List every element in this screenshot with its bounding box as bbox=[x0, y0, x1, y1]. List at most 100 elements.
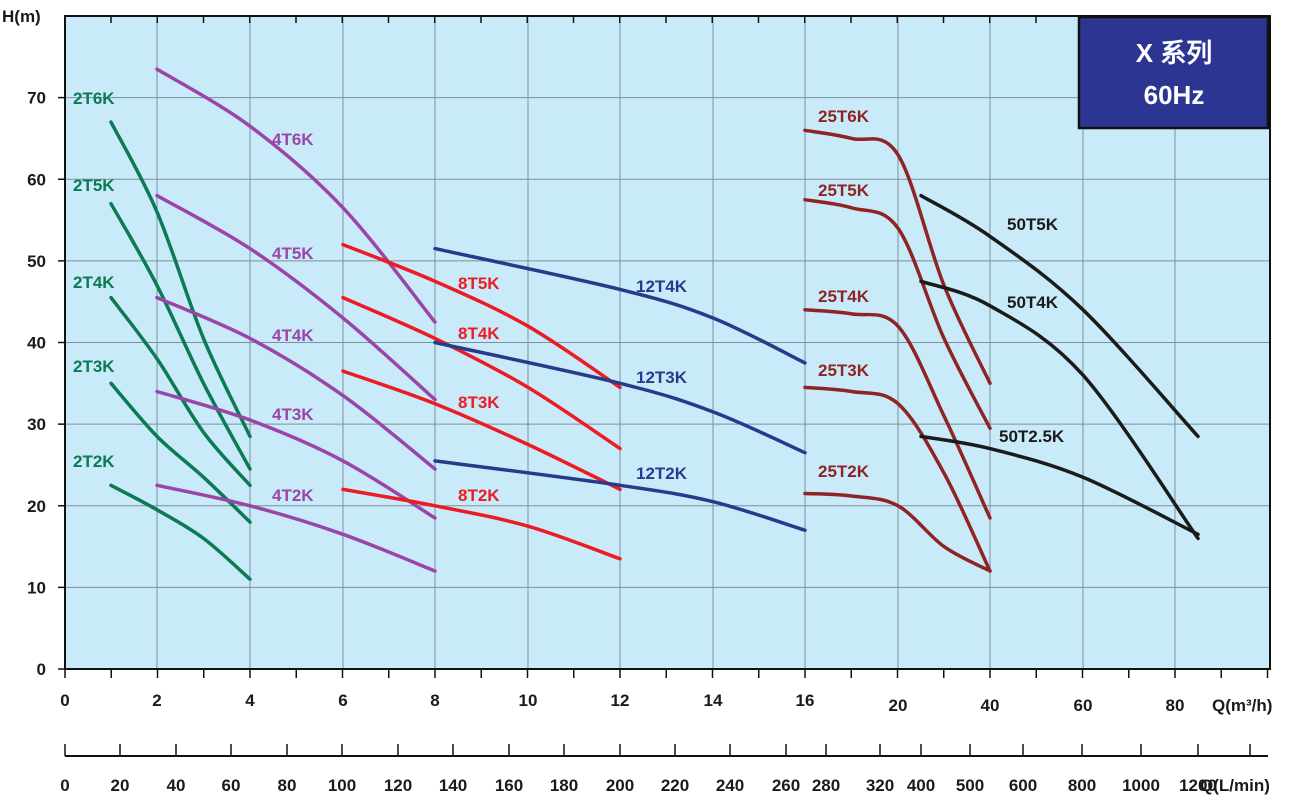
curve-4t6k bbox=[155, 67, 437, 324]
curve-label-2t3k: 2T3K bbox=[73, 357, 115, 376]
x2-axis-title: Q(L/min) bbox=[1200, 776, 1270, 795]
curve-4t2k bbox=[155, 483, 437, 573]
curve-label-2t2k: 2T2K bbox=[73, 452, 115, 471]
series-badge: X 系列 60Hz bbox=[1077, 15, 1270, 130]
y-tick-label: 70 bbox=[27, 89, 46, 108]
curve-labels: 2T6K 2T5K 2T4K 2T3K 2T2K 4T6K 4T5K 4T4K 4T3K 4T2K… bbox=[73, 89, 1065, 505]
x-axis-title: Q(m³/h) bbox=[1212, 696, 1272, 715]
y-tick-label: 0 bbox=[37, 660, 46, 679]
x-tick-label: 60 bbox=[1074, 696, 1093, 715]
x2-tick-label: 120 bbox=[384, 776, 412, 795]
curve-label-12t3k: 12T3K bbox=[636, 368, 688, 387]
y-axis-title: H(m) bbox=[2, 7, 41, 26]
x-tick-label: 16 bbox=[796, 691, 815, 710]
x2-tick-label: 140 bbox=[439, 776, 467, 795]
y-tick-label: 50 bbox=[27, 252, 46, 271]
curve-label-50t2-5k: 50T2.5K bbox=[999, 427, 1065, 446]
curve-50t2-5k bbox=[919, 434, 1200, 537]
curve-2t2k bbox=[109, 483, 252, 581]
curve-2t3k bbox=[109, 381, 252, 524]
grid-lines bbox=[65, 16, 1270, 669]
x2-tick-label: 0 bbox=[60, 776, 69, 795]
curve-label-50t4k: 50T4K bbox=[1007, 293, 1059, 312]
curve-8t5k bbox=[341, 242, 622, 390]
curve-label-25t2k: 25T2K bbox=[818, 462, 870, 481]
x-tick-label: 40 bbox=[981, 696, 1000, 715]
curve-25t6k bbox=[803, 128, 992, 386]
curve-2t6k bbox=[109, 120, 252, 439]
curve-25t2k bbox=[803, 491, 992, 573]
x-tick-label: 12 bbox=[611, 691, 630, 710]
curve-label-8t4k: 8T4K bbox=[458, 324, 500, 343]
x2-tick-label: 100 bbox=[328, 776, 356, 795]
curve-12t3k bbox=[433, 340, 807, 455]
curve-8t2k bbox=[341, 487, 622, 561]
x-tick-label: 20 bbox=[889, 696, 908, 715]
curve-25t3k bbox=[803, 385, 992, 573]
curve-label-2t5k: 2T5K bbox=[73, 176, 115, 195]
curve-label-8t3k: 8T3K bbox=[458, 393, 500, 412]
x-tick-label: 6 bbox=[338, 691, 347, 710]
curve-label-4t2k: 4T2K bbox=[272, 486, 314, 505]
badge-subtitle: 60Hz bbox=[1144, 80, 1205, 110]
x-tick-label: 10 bbox=[519, 691, 538, 710]
curve-label-50t5k: 50T5K bbox=[1007, 215, 1059, 234]
curve-label-25t4k: 25T4K bbox=[818, 287, 870, 306]
curve-label-25t6k: 25T6K bbox=[818, 107, 870, 126]
x-tick-label: 8 bbox=[430, 691, 439, 710]
y-tick-label: 30 bbox=[27, 415, 46, 434]
curve-4t5k bbox=[155, 193, 437, 402]
x2-tick-label: 240 bbox=[716, 776, 744, 795]
curve-label-4t6k: 4T6K bbox=[272, 130, 314, 149]
curve-4t4k bbox=[155, 295, 437, 471]
x2-tick-label: 180 bbox=[550, 776, 578, 795]
x2-tick-label: 320 bbox=[866, 776, 894, 795]
curve-label-4t5k: 4T5K bbox=[272, 244, 314, 263]
x2-tick-label: 600 bbox=[1009, 776, 1037, 795]
curve-12t4k bbox=[433, 246, 807, 365]
y-tick-label: 60 bbox=[27, 170, 46, 189]
axes bbox=[58, 15, 1271, 757]
curves bbox=[109, 67, 1200, 581]
x2-tick-label: 160 bbox=[495, 776, 523, 795]
x2-tick-label: 800 bbox=[1068, 776, 1096, 795]
y-tick-label: 20 bbox=[27, 497, 46, 516]
x2-tick-label: 220 bbox=[661, 776, 689, 795]
x-tick-label: 80 bbox=[1166, 696, 1185, 715]
curve-label-2t4k: 2T4K bbox=[73, 273, 115, 292]
curve-label-8t2k: 8T2K bbox=[458, 486, 500, 505]
x2-tick-label: 60 bbox=[222, 776, 241, 795]
x2-tick-label: 400 bbox=[907, 776, 935, 795]
curve-2t4k bbox=[109, 295, 252, 488]
curve-label-25t5k: 25T5K bbox=[818, 181, 870, 200]
x2-tick-label: 500 bbox=[956, 776, 984, 795]
curve-label-4t3k: 4T3K bbox=[272, 405, 314, 424]
x2-tick-label: 1200 bbox=[1179, 776, 1217, 795]
curve-label-12t4k: 12T4K bbox=[636, 277, 688, 296]
curve-2t5k bbox=[109, 201, 252, 471]
x2-tick-label: 40 bbox=[167, 776, 186, 795]
curve-50t5k bbox=[919, 193, 1200, 439]
x2-tick-label: 80 bbox=[278, 776, 297, 795]
x2-tick-label: 1000 bbox=[1122, 776, 1160, 795]
y-tick-label: 40 bbox=[27, 334, 46, 353]
badge-title: X 系列 bbox=[1136, 38, 1213, 68]
x2-tick-label: 280 bbox=[812, 776, 840, 795]
curve-25t5k bbox=[803, 197, 992, 430]
curve-label-12t2k: 12T2K bbox=[636, 464, 688, 483]
curve-4t3k bbox=[155, 389, 437, 520]
x2-tick-label: 20 bbox=[111, 776, 130, 795]
curve-label-25t3k: 25T3K bbox=[818, 361, 870, 380]
x-tick-label: 2 bbox=[152, 691, 161, 710]
curve-8t4k bbox=[341, 295, 622, 451]
curve-label-8t5k: 8T5K bbox=[458, 274, 500, 293]
curve-50t4k bbox=[919, 279, 1200, 541]
curve-8t3k bbox=[341, 369, 622, 492]
curve-label-2t6k: 2T6K bbox=[73, 89, 115, 108]
curve-12t2k bbox=[433, 459, 807, 532]
x-tick-label: 14 bbox=[704, 691, 723, 710]
curve-label-4t4k: 4T4K bbox=[272, 326, 314, 345]
badge-background bbox=[1077, 15, 1270, 130]
